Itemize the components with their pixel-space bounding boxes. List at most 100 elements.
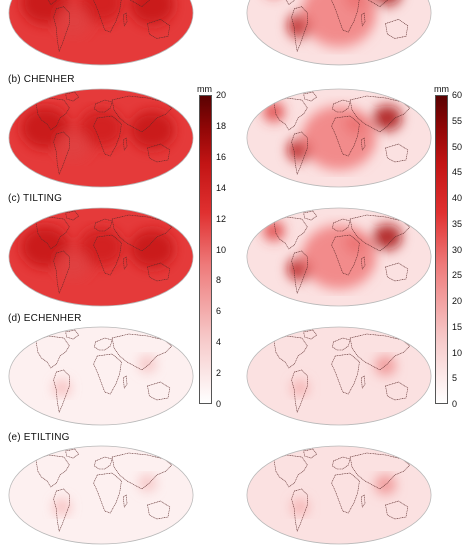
map-border xyxy=(246,326,432,426)
colorbar-tick: 10 xyxy=(216,244,227,255)
coastline xyxy=(332,218,351,232)
map-left-0 xyxy=(8,0,194,66)
coastline xyxy=(273,97,308,131)
map-left-3 xyxy=(8,326,194,426)
map-hotspot xyxy=(301,106,377,170)
coastline xyxy=(93,115,122,157)
map-hotspot xyxy=(21,107,70,149)
coastline xyxy=(65,329,80,340)
coastline xyxy=(111,214,173,252)
coastline xyxy=(123,256,128,270)
coastline xyxy=(331,115,360,157)
colorbar-tick: 5 xyxy=(452,373,458,384)
map-hotspot xyxy=(374,475,397,495)
coastline xyxy=(147,262,171,282)
colorbar-tick: 12 xyxy=(216,213,227,224)
coastline xyxy=(349,214,411,252)
colorbar-tick: 2 xyxy=(216,368,222,379)
coastline xyxy=(332,99,351,113)
coastline xyxy=(385,143,409,163)
coastline xyxy=(303,329,318,340)
map-hotspot xyxy=(56,6,90,37)
map-border xyxy=(8,326,194,426)
map-border xyxy=(8,0,194,66)
map-hotspot xyxy=(372,105,403,131)
map-hotspot xyxy=(129,229,175,269)
map-border xyxy=(8,88,194,188)
coastline xyxy=(65,210,80,221)
map-hotspot xyxy=(301,0,377,47)
coastline xyxy=(361,137,366,151)
map-border xyxy=(8,207,194,307)
map-hotspot xyxy=(129,110,175,150)
coastline xyxy=(35,335,70,369)
map-hotspot xyxy=(138,356,157,372)
map-hotspot xyxy=(262,102,286,122)
map-hotspot xyxy=(129,0,175,25)
map-hotspot xyxy=(78,227,124,267)
coastline xyxy=(331,234,360,276)
panel-label-echenher: (d) ECHENHER xyxy=(8,313,82,324)
map-hotspot xyxy=(372,224,403,250)
map-right-1 xyxy=(246,88,432,188)
coastline xyxy=(349,95,411,133)
coastline xyxy=(94,337,113,351)
colorbar-tick: 55 xyxy=(452,115,463,126)
colorbar-tick: 0 xyxy=(452,399,458,409)
colorbar-tick: 15 xyxy=(452,321,463,332)
panel-label-etilting: (e) ETILTING xyxy=(8,432,70,443)
coastline xyxy=(93,0,122,33)
coastline xyxy=(303,448,318,459)
map-border xyxy=(246,88,432,188)
map-left-1 xyxy=(8,88,194,188)
colorbar-right xyxy=(435,95,448,404)
figure: (b) CHENHER (c) TILTING (d) ECHENHER (e)… xyxy=(8,0,463,545)
coastline xyxy=(361,375,366,389)
map-field xyxy=(8,327,194,425)
coastline xyxy=(65,91,80,102)
coastline xyxy=(385,381,409,401)
colorbar-tick: 0 xyxy=(216,399,222,409)
colorbar-tick: 6 xyxy=(216,306,222,317)
coastline xyxy=(349,333,411,371)
map-hotspot xyxy=(21,0,70,25)
coastline xyxy=(35,97,70,131)
colorbar-tick: 14 xyxy=(216,182,227,193)
map-left-2 xyxy=(8,207,194,307)
colorbar-left xyxy=(199,95,212,404)
colorbar-tick: 25 xyxy=(452,270,463,281)
coastline xyxy=(303,210,318,221)
map-hotspot xyxy=(78,108,124,148)
colorbar-tick: 60 xyxy=(452,90,463,100)
colorbar-tick: 8 xyxy=(216,275,222,286)
map-right-0 xyxy=(246,0,432,66)
colorbar-tick: 20 xyxy=(452,296,463,306)
coastline xyxy=(147,19,171,39)
map-border xyxy=(246,207,432,307)
map-right-2 xyxy=(246,207,432,307)
colorbar-tick: 16 xyxy=(216,151,227,162)
coastline xyxy=(123,12,128,27)
coastline xyxy=(273,335,308,369)
map-hotspot xyxy=(301,225,377,289)
map-right-4 xyxy=(246,445,432,545)
colorbar-tick: 40 xyxy=(452,193,463,203)
map-left-4 xyxy=(8,445,194,545)
panel-label-tilting: (c) TILTING xyxy=(8,193,63,204)
coastline xyxy=(147,381,171,401)
colorbar-tick: 45 xyxy=(452,167,463,178)
map-hotspot xyxy=(56,131,90,161)
colorbar-tick: 4 xyxy=(216,337,222,348)
coastline xyxy=(331,0,360,33)
map-hotspot xyxy=(262,221,286,241)
coastline xyxy=(65,448,80,459)
colorbar-tick: 30 xyxy=(452,244,463,255)
colorbar-tick: 18 xyxy=(216,120,227,131)
coastline xyxy=(93,234,122,276)
coastline xyxy=(94,456,113,470)
coastline xyxy=(303,91,318,102)
coastline xyxy=(361,12,366,27)
coastline xyxy=(35,216,70,250)
map-hotspot xyxy=(56,250,90,280)
colorbar-tick: 10 xyxy=(452,347,463,358)
